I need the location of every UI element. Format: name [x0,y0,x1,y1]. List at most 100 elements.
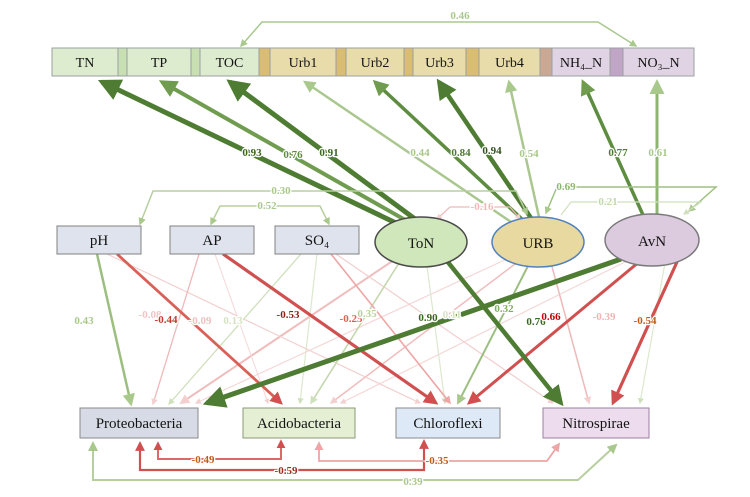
path-arrow-ph-proteobacteria [95,253,135,407]
path-label-so4-chloroflexi: -0.25 [340,313,363,325]
corr-arc-ph-urb [138,190,528,226]
indicator-box-urb3 [412,47,467,77]
indicator-box-no3n [622,47,695,77]
path-arrow-avn-proteobacteria [202,256,622,408]
indicator-box-tn [51,47,119,77]
indicator-label-no3n: NO₃_N [637,56,679,71]
indicator-box-tp [126,47,192,77]
separator [190,47,201,77]
loading-label-urb-urb1: 0.44 [410,147,430,159]
loading-label-urb-urb4: 0.54 [519,148,539,160]
loading-arrows [97,78,665,227]
loading-arrow-urb-urb4 [505,79,541,218]
path-arrow-ap-proteobacteria [151,253,200,406]
loading-label-ton-tn: 0.93 [242,147,262,159]
observed-box-so4 [274,225,360,255]
path-arrow-so4-chloroflexi [330,253,451,405]
latent-ellipse-urb [491,216,585,268]
path-arrow-ph-acidobacteria [116,252,283,405]
latent-ellipses: ToN URB AvN [374,213,700,268]
corr-label-toc-no3n: 0.46 [450,10,470,22]
path-arrow-avn-acidobacteria [339,260,628,404]
path-label-urb-chloroflexi: 0.32 [494,303,514,315]
bacteria-label-acidobacteria: Acidobacteria [257,416,341,432]
corr-arc-proteobacteria-chloroflexi [135,439,429,472]
path-labels: 0.43 -0.08 -0.44 -0.09 0.13 -0.53 -0.25 … [73,302,658,330]
corr-label-urb-avn: 0.69 [556,181,576,193]
indicator-box-urb4 [478,47,541,77]
path-arrow-so4-proteobacteria [168,253,302,405]
path-label-ton-nitrospirae: 0.76 [526,316,546,328]
path-arrow-ton-acidobacteria [310,262,400,405]
structural-path-arrows [95,252,679,408]
indicator-label-urb3: Urb3 [425,56,454,71]
corr-label-ph-urb: 0.30 [271,185,291,197]
loading-arrow-ton-toc [226,79,417,222]
separator [539,47,553,77]
loading-arrow-urb-urb3 [436,78,533,220]
path-arrow-urb-chloroflexi [457,263,530,405]
path-label-urb-nitrospirae: -0.39 [593,311,616,323]
path-label-ph-proteobacteria: 0.43 [74,315,94,327]
loading-arrow-urb-urb1 [302,80,515,226]
indicator-bar [51,47,695,77]
corr-arc-toc-no3n [240,21,638,48]
bacteria-box-nitrospirae [542,407,650,439]
path-label-ton-acidobacteria: 0.35 [357,308,377,320]
bacteria-box-chloroflexi [395,407,501,439]
path-label-ph-acidobacteria: -0.44 [155,314,178,326]
indicator-box-urb2 [345,47,405,77]
observed-label-ph: pH [90,233,109,249]
loading-label-urb-urb2: 0.84 [451,147,471,159]
path-arrow-so4-nitrospirae [335,253,554,404]
path-label-ph-chloroflexi: -0.08 [139,309,162,321]
loading-arrow-urb-urb2 [372,79,525,222]
loading-label-ton-tp: 0.76 [283,149,303,161]
observed-box-ph [56,225,142,255]
loading-arrow-ton-tp [158,80,408,223]
bacteria-label-proteobacteria: Proteobacteria [96,416,183,432]
bacteria-box-acidobacteria [242,407,356,439]
corr-arc-urb-avn [544,186,718,215]
corr-arc-ton-urb [436,206,521,220]
loading-label-avn-nh4n: 0.77 [608,147,628,159]
corr-label-ton-urb: -0.16 [471,201,494,213]
separator [465,47,480,77]
indicator-label-tn: TN [76,56,95,71]
bacteria-box-proteobacteria [79,407,199,439]
path-label-ton-chloroflexi: 0.11 [443,309,462,321]
loading-arrow-avn-nh4n [581,79,645,216]
observed-boxes: pH AP SO₄ [56,225,360,255]
observed-box-ap [169,225,255,255]
corr-arc-proteobacteria-acidobacteria [153,439,286,460]
path-arrow-ton-proteobacteria [179,259,395,405]
path-label-avn-chloroflexi: 0.66 [541,311,561,323]
observed-label-ap: AP [202,233,221,249]
path-arrow-ap-acidobacteria [214,253,270,404]
faint-path-arrows [179,253,666,405]
corr-label-acido-nitro: -0.35 [426,455,449,467]
corr-label-proteo-acido: -0.49 [192,454,215,466]
indicator-label-urb4: Urb4 [495,56,524,71]
corr-label-ton-avn: 0.21 [598,196,617,208]
corr-arc-ap-so4 [210,205,330,226]
loading-labels: 0.93 0.76 0.91 0.44 0.84 0.94 0.54 0.77 … [241,144,669,163]
corr-arc-proteobacteria-nitrospirae [88,441,618,481]
latent-ellipse-avn [604,213,700,267]
path-arrow-urb-proteobacteria [194,257,510,404]
latent-label-avn: AvN [638,234,666,250]
loading-label-urb-urb3: 0.94 [482,145,502,157]
correlation-arcs [88,21,718,481]
bacteria-boxes: Proteobacteria Acidobacteria Chloroflexi… [79,407,650,439]
bacteria-label-nitrospirae: Nitrospirae [562,416,630,432]
indicator-box-urb1 [269,47,337,77]
path-arrow-ton-chloroflexi [426,265,448,405]
latent-label-ton: ToN [408,236,435,252]
corr-label-proteo-chloro: -0.59 [275,465,298,477]
path-label-ap-proteobacteria: -0.09 [189,315,212,327]
bacteria-label-chloroflexi: Chloroflexi [413,416,482,432]
indicator-box-nh4n [551,47,611,77]
path-arrow-ton-nitrospirae [445,259,564,407]
